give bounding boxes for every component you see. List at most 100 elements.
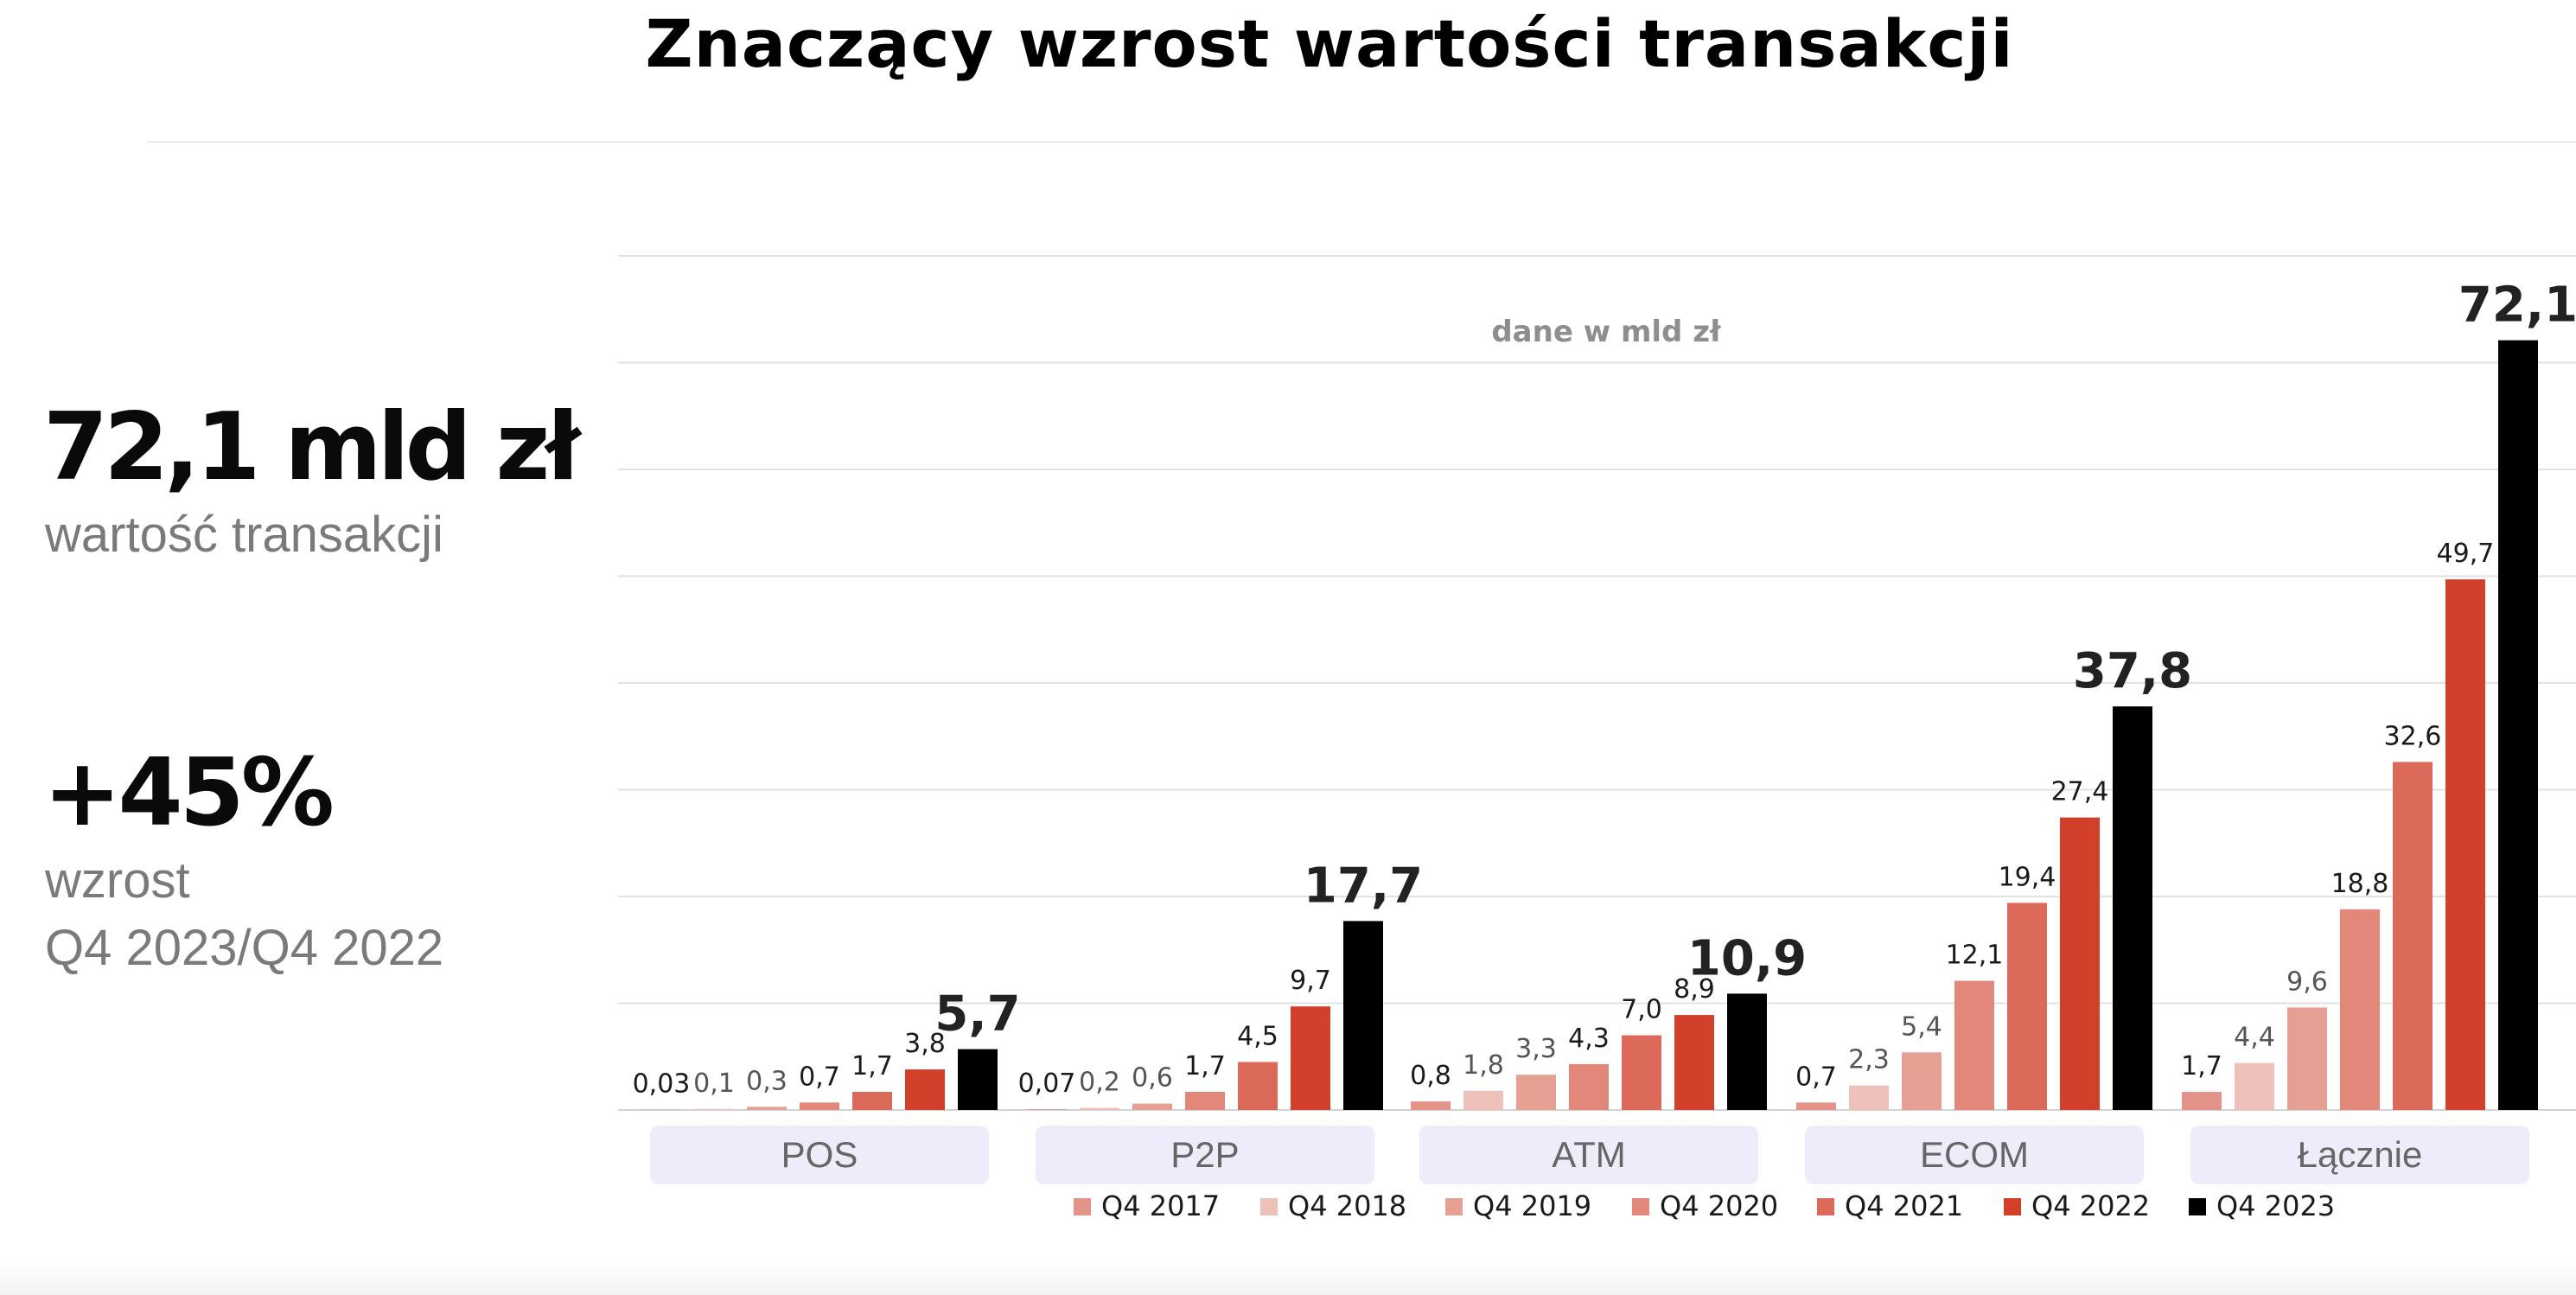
bar bbox=[694, 1108, 734, 1110]
category-pill bbox=[1419, 1126, 1758, 1184]
data-label: 1,7 bbox=[1184, 1051, 1226, 1081]
data-label: 0,7 bbox=[1795, 1062, 1837, 1092]
legend-label: Q4 2022 bbox=[2031, 1190, 2150, 1222]
data-label: 2,3 bbox=[1848, 1045, 1890, 1075]
bar bbox=[2393, 762, 2433, 1110]
legend-label: Q4 2020 bbox=[1660, 1190, 1778, 1222]
category-pill bbox=[2190, 1126, 2529, 1184]
title-divider bbox=[147, 141, 2576, 143]
bar bbox=[1727, 993, 1767, 1110]
data-label-highlight: 5,7 bbox=[934, 986, 1020, 1043]
bar bbox=[958, 1049, 998, 1110]
bar bbox=[1622, 1035, 1661, 1110]
category-label: Łącznie bbox=[2298, 1134, 2423, 1175]
category-label: ATM bbox=[1552, 1134, 1626, 1175]
legend-label: Q4 2023 bbox=[2216, 1190, 2335, 1222]
legend-swatch bbox=[2189, 1198, 2206, 1215]
bar bbox=[2445, 579, 2485, 1110]
category-label: ECOM bbox=[1920, 1134, 2029, 1175]
growth-label: wzrost bbox=[45, 852, 190, 909]
growth-value: +45% bbox=[43, 739, 335, 847]
bar bbox=[2287, 1007, 2327, 1110]
bar bbox=[1569, 1063, 1609, 1110]
chart-subtitle: dane w mld zł bbox=[1491, 315, 1722, 349]
bar bbox=[747, 1107, 787, 1110]
data-label: 12,1 bbox=[1946, 941, 2004, 971]
data-label: 0,3 bbox=[746, 1066, 787, 1096]
bar bbox=[1080, 1107, 1119, 1110]
bar bbox=[1343, 921, 1383, 1110]
category-pill bbox=[1036, 1126, 1374, 1184]
data-label: 0,07 bbox=[1018, 1069, 1076, 1099]
data-label: 4,4 bbox=[2234, 1023, 2275, 1053]
legend-label: Q4 2018 bbox=[1288, 1190, 1406, 1222]
category-pill bbox=[1805, 1126, 2144, 1184]
data-label: 0,1 bbox=[693, 1069, 735, 1099]
data-label: 18,8 bbox=[2331, 869, 2389, 899]
bar bbox=[1796, 1102, 1836, 1110]
legend-label: Q4 2021 bbox=[1845, 1190, 1963, 1222]
data-label: 3,8 bbox=[904, 1029, 946, 1059]
bar bbox=[1463, 1090, 1503, 1110]
legend-swatch bbox=[1817, 1198, 1834, 1215]
data-label: 0,6 bbox=[1132, 1063, 1173, 1094]
data-label-highlight: 72,1 bbox=[2458, 278, 2576, 334]
bar bbox=[1411, 1101, 1451, 1110]
bar bbox=[905, 1069, 945, 1110]
bar bbox=[1238, 1062, 1278, 1110]
data-label: 0,03 bbox=[633, 1069, 691, 1100]
bar bbox=[1027, 1109, 1067, 1110]
bar bbox=[2340, 909, 2380, 1110]
legend-label: Q4 2017 bbox=[1101, 1190, 1220, 1222]
legend-swatch bbox=[1632, 1198, 1649, 1215]
category-pill bbox=[650, 1126, 989, 1184]
data-label-highlight: 10,9 bbox=[1687, 930, 1807, 986]
data-label: 4,3 bbox=[1568, 1024, 1610, 1054]
bar bbox=[1849, 1085, 1889, 1110]
bar bbox=[800, 1102, 839, 1110]
legend-swatch bbox=[1260, 1198, 1278, 1215]
bar bbox=[1902, 1052, 1942, 1110]
data-label: 32,6 bbox=[2384, 721, 2442, 751]
legend-swatch bbox=[2004, 1198, 2021, 1215]
data-label-highlight: 17,7 bbox=[1304, 858, 1423, 914]
bar bbox=[2182, 1092, 2222, 1110]
page-title: Znaczący wzrost wartości transakcji bbox=[645, 5, 2014, 82]
data-label: 0,8 bbox=[1410, 1061, 1451, 1091]
bar bbox=[1185, 1092, 1225, 1110]
data-label: 8,9 bbox=[1674, 974, 1715, 1005]
bar bbox=[2007, 903, 2047, 1110]
bar bbox=[2235, 1062, 2274, 1110]
data-label: 1,7 bbox=[2181, 1051, 2222, 1081]
data-label: 5,4 bbox=[1901, 1011, 1942, 1042]
data-label: 27,4 bbox=[2051, 777, 2109, 807]
data-label: 0,2 bbox=[1079, 1068, 1120, 1098]
total-value: 72,1 mld zł bbox=[43, 393, 580, 501]
data-label-highlight: 37,8 bbox=[2073, 643, 2192, 699]
bar bbox=[1132, 1103, 1172, 1110]
bottom-shade bbox=[0, 1260, 2576, 1295]
legend-swatch bbox=[1074, 1198, 1091, 1215]
data-label: 7,0 bbox=[1621, 995, 1662, 1025]
data-label: 1,8 bbox=[1463, 1050, 1504, 1081]
total-label: wartość transakcji bbox=[45, 507, 443, 563]
data-label: 19,4 bbox=[1999, 862, 2056, 892]
bar bbox=[2498, 340, 2538, 1110]
data-label: 0,7 bbox=[799, 1062, 840, 1092]
bar bbox=[2060, 817, 2100, 1110]
data-label: 3,3 bbox=[1515, 1034, 1557, 1064]
legend-swatch bbox=[1445, 1198, 1463, 1215]
bar bbox=[1291, 1006, 1330, 1110]
category-label: P2P bbox=[1170, 1134, 1239, 1175]
data-label: 1,7 bbox=[851, 1051, 893, 1081]
legend-label: Q4 2019 bbox=[1473, 1190, 1591, 1222]
growth-period: Q4 2023/Q4 2022 bbox=[45, 920, 444, 976]
bar bbox=[1674, 1015, 1714, 1110]
bar bbox=[1954, 980, 1994, 1110]
data-label: 9,6 bbox=[2286, 966, 2328, 997]
bar bbox=[2113, 706, 2152, 1110]
data-label: 9,7 bbox=[1290, 966, 1331, 996]
bar bbox=[1516, 1075, 1556, 1110]
category-label: POS bbox=[781, 1134, 858, 1175]
